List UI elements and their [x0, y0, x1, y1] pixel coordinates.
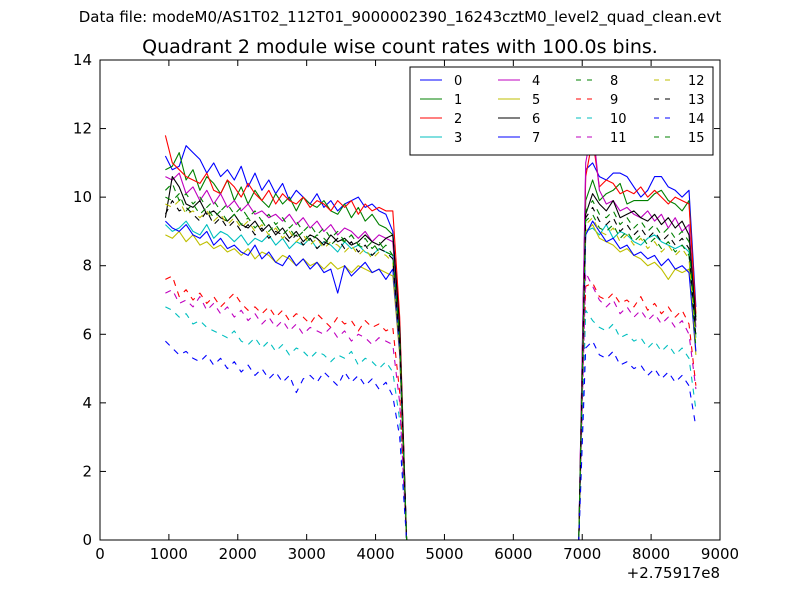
series-line-1	[165, 152, 697, 541]
y-tick-label: 0	[82, 531, 92, 549]
series-layer	[164, 124, 697, 541]
x-tick-label: 0	[95, 545, 105, 563]
legend-label-12: 12	[688, 74, 705, 89]
legend-label-3: 3	[454, 131, 462, 146]
legend-label-4: 4	[532, 74, 540, 89]
x-tick-label: 3000	[288, 545, 326, 563]
x-tick-label: 8000	[632, 545, 670, 563]
x-tick-label: 4000	[356, 545, 394, 563]
series-line-13	[164, 200, 697, 541]
series-line-11	[165, 272, 697, 541]
legend-label-6: 6	[532, 112, 540, 127]
x-tick-label: 9000	[701, 545, 739, 563]
y-tick-label: 10	[73, 188, 92, 206]
legend-label-8: 8	[610, 74, 618, 89]
y-tick-label: 8	[82, 257, 92, 275]
chart-title: Quadrant 2 module wise count rates with …	[142, 36, 658, 58]
x-tick-label: 2000	[219, 545, 257, 563]
y-tick-label: 6	[82, 325, 92, 343]
series-line-8	[165, 193, 697, 541]
series-line-15	[165, 182, 697, 541]
y-tick-label: 4	[82, 394, 92, 412]
ticks-layer: 0 1000 2000 3000 4000 5000 6000 7000 8000 9000 0 2 4…	[73, 51, 739, 563]
y-tick-label: 14	[73, 51, 92, 69]
legend-label-14: 14	[688, 112, 705, 127]
y-tick-label: 2	[82, 462, 92, 480]
legend-label-13: 13	[688, 93, 705, 108]
legend-label-0: 0	[454, 74, 462, 89]
y-tick-label: 12	[73, 120, 92, 138]
legend-label-10: 10	[610, 112, 627, 127]
legend-label-9: 9	[610, 93, 618, 108]
x-tick-label: 7000	[563, 545, 601, 563]
series-line-7	[165, 220, 697, 541]
file-title: Data file: modeM0/AS1T02_112T01_90000023…	[78, 8, 722, 26]
x-offset-label: +2.75917e8	[627, 564, 720, 582]
legend-label-1: 1	[454, 93, 462, 108]
legend-label-5: 5	[532, 93, 540, 108]
legend-label-7: 7	[532, 131, 540, 146]
legend-label-11: 11	[610, 131, 627, 146]
plot-frame	[99, 59, 721, 541]
series-line-5	[165, 224, 697, 541]
series-line-14	[165, 340, 697, 541]
x-tick-label: 6000	[494, 545, 532, 563]
legend-label-15: 15	[688, 131, 705, 146]
x-tick-label: 5000	[425, 545, 463, 563]
legend-label-2: 2	[454, 112, 462, 127]
series-line-9	[165, 275, 697, 541]
legend-box	[409, 66, 714, 156]
series-line-10	[165, 306, 697, 541]
series-line-3	[165, 220, 697, 541]
x-tick-label: 1000	[150, 545, 188, 563]
